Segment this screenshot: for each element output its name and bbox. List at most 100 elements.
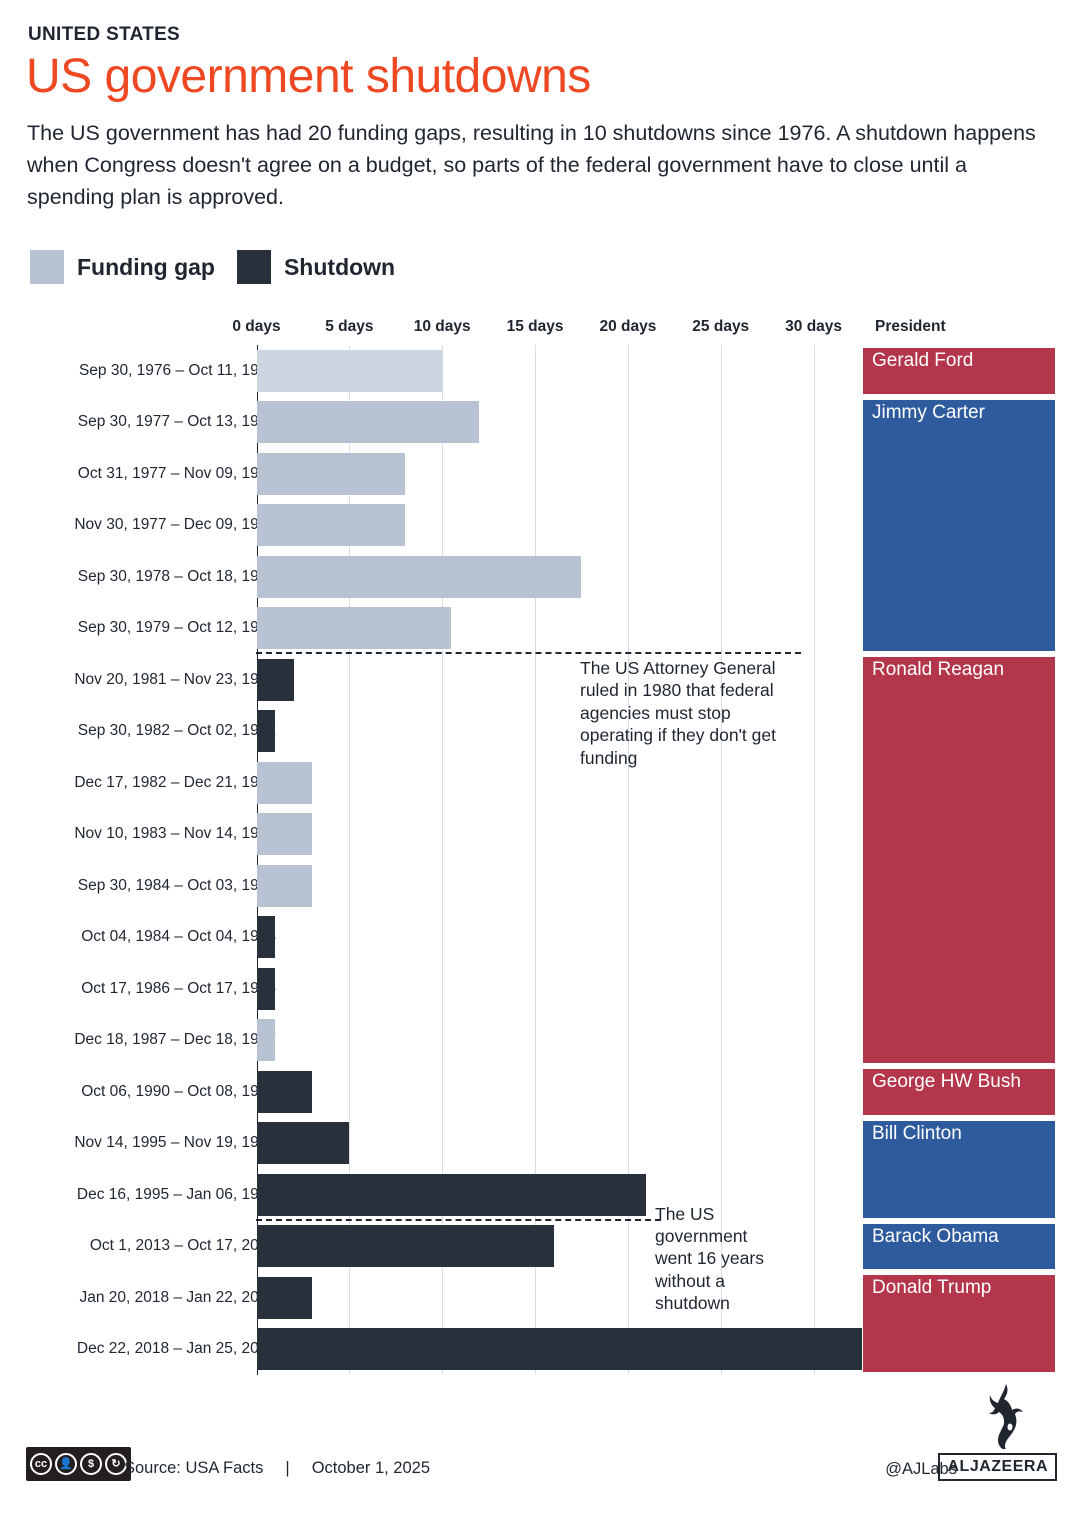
cc-mark-by: 👤 <box>55 1453 77 1475</box>
chart-row: Dec 16, 1995 – Jan 06, 1996 <box>0 1169 1081 1221</box>
bar-funding-gap <box>256 813 313 856</box>
bar-funding-gap <box>256 761 313 804</box>
cc-tag-nc: NC <box>85 1478 97 1488</box>
chart-row: Sep 30, 1982 – Oct 02, 1982 <box>0 706 1081 758</box>
president-block-gerald-ford: Gerald Ford <box>863 348 1055 394</box>
funding-gap-swatch <box>30 250 64 284</box>
chart-row: Nov 10, 1983 – Nov 14, 1983 <box>0 809 1081 861</box>
gridline-15-days <box>535 345 537 1375</box>
row-label: Sep 30, 1982 – Oct 02, 1982 <box>77 722 276 740</box>
legend-item-funding-gap: Funding gap <box>30 250 215 284</box>
shutdown-swatch <box>236 250 271 284</box>
cc-sub-labels: BY NC SA <box>26 1477 131 1489</box>
source-separator: | <box>285 1459 290 1477</box>
row-label: Sep 30, 1978 – Oct 18, 1978 <box>77 567 276 585</box>
cc-mark-sa: ↻ <box>105 1453 127 1475</box>
gridline-25-days <box>720 345 722 1375</box>
gridline-5-days <box>349 345 351 1375</box>
row-label: Dec 22, 2018 – Jan 25, 2019 <box>76 1340 276 1358</box>
bar-funding-gap <box>256 864 313 907</box>
legend-label-funding-gap: Funding gap <box>77 253 215 280</box>
legend-item-shutdown: Shutdown <box>236 250 395 284</box>
president-block-barack-obama: Barack Obama <box>863 1223 1055 1269</box>
row-label: Sep 30, 1977 – Oct 13, 1977 <box>77 413 276 431</box>
creative-commons-icon: cc 👤 $ ↻ <box>26 1447 131 1481</box>
row-label: Sep 30, 1976 – Oct 11, 1976 <box>78 361 276 379</box>
chart-row: Oct 17, 1986 – Oct 17, 1986 <box>0 963 1081 1015</box>
chart-row: Dec 22, 2018 – Jan 25, 2019 <box>0 1324 1081 1376</box>
row-label: Oct 1, 2013 – Oct 17, 2013 <box>89 1237 276 1255</box>
president-name: Gerald Ford <box>872 350 974 371</box>
bar-funding-gap <box>256 607 452 650</box>
kicker: UNITED STATES <box>28 24 181 45</box>
row-label: Oct 04, 1984 – Oct 04, 1984 <box>81 928 276 946</box>
row-label: Oct 17, 1986 – Oct 17, 1986 <box>81 979 276 997</box>
annotation-divider-1980 <box>256 652 801 654</box>
row-label: Sep 30, 1979 – Oct 12, 1979 <box>77 619 276 637</box>
president-block-ronald-reagan: Ronald Reagan <box>863 657 1055 1063</box>
president-column-header: President <box>875 318 946 335</box>
chart-row: Jan 20, 2018 – Jan 22, 2018 <box>0 1272 1081 1324</box>
bar-shutdown <box>256 1328 862 1371</box>
bar-shutdown <box>256 1276 313 1319</box>
publish-date: October 1, 2025 <box>311 1459 431 1477</box>
al-jazeera-logo-icon <box>989 1384 1023 1449</box>
gridline-10-days <box>442 345 444 1375</box>
bar-shutdown <box>256 1122 350 1165</box>
cc-tag-sa: SA <box>110 1478 122 1488</box>
chart-row: Nov 20, 1981 – Nov 23, 1981 <box>0 654 1081 706</box>
president-name: George HW Bush <box>872 1071 1021 1092</box>
cc-tag-by: BY <box>60 1478 72 1488</box>
bar-funding-gap <box>256 349 443 392</box>
chart-row: Sep 30, 1976 – Oct 11, 1976 <box>0 345 1081 397</box>
row-label: Nov 20, 1981 – Nov 23, 1981 <box>74 670 276 688</box>
row-label: Nov 14, 1995 – Nov 19, 1995 <box>74 1134 276 1152</box>
chart-row: Sep 30, 1979 – Oct 12, 1979 <box>0 603 1081 655</box>
president-block-jimmy-carter: Jimmy Carter <box>863 399 1055 651</box>
cc-mark-cc: cc <box>30 1453 52 1475</box>
chart-row: Dec 18, 1987 – Dec 18, 1987 <box>0 1015 1081 1067</box>
x-axis-tick-0: 0 days <box>232 318 281 335</box>
x-axis-tick-labels: 0 days 5 days 10 days 15 days 20 days 25 days… <box>0 318 1081 340</box>
x-axis-tick-20: 20 days <box>599 318 657 335</box>
page-title: US government shutdowns <box>26 50 591 103</box>
cc-mark-nc: $ <box>80 1453 102 1475</box>
standfirst: The US government has had 20 funding gap… <box>27 121 1036 209</box>
row-label: Dec 18, 1987 – Dec 18, 1987 <box>74 1031 276 1049</box>
x-axis-tick-10: 10 days <box>413 318 471 335</box>
row-label: Sep 30, 1984 – Oct 03, 1984 <box>77 876 276 894</box>
president-name: Barack Obama <box>872 1225 999 1247</box>
chart-legend: Funding gap Shutdown <box>30 250 395 284</box>
chart-row: Dec 17, 1982 – Dec 21, 1982 <box>0 757 1081 809</box>
gridline-0-days <box>256 345 258 1375</box>
chart-row: Oct 04, 1984 – Oct 04, 1984 <box>0 912 1081 964</box>
x-axis-tick-5: 5 days <box>325 318 374 335</box>
gridline-20-days <box>627 345 629 1375</box>
bar-shutdown <box>256 967 276 1010</box>
gridline-30-days <box>813 345 815 1375</box>
bar-shutdown <box>256 710 276 753</box>
chart-row: Oct 1, 2013 – Oct 17, 2013 <box>0 1221 1081 1273</box>
row-label: Oct 31, 1977 – Nov 09, 1977 <box>77 464 276 482</box>
bar-chart-plot: Sep 30, 1976 – Oct 11, 1976 Sep 30, 1977 … <box>0 345 1081 1375</box>
chart-row: Nov 30, 1977 – Dec 09, 1977 <box>0 500 1081 552</box>
row-label: Jan 20, 2018 – Jan 22, 2018 <box>79 1288 277 1306</box>
bar-funding-gap <box>256 1019 276 1062</box>
chart-row: Oct 06, 1990 – Oct 08, 1990 <box>0 1066 1081 1118</box>
chart-row: Nov 14, 1995 – Nov 19, 1995 <box>0 1118 1081 1170</box>
chart-row: Oct 31, 1977 – Nov 09, 1977 <box>0 448 1081 500</box>
bar-shutdown <box>256 1173 647 1216</box>
bar-shutdown <box>256 658 294 701</box>
chart-row: Sep 30, 1978 – Oct 18, 1978 <box>0 551 1081 603</box>
president-block-george-hw-bush: George HW Bush <box>863 1069 1055 1115</box>
bar-funding-gap <box>256 555 582 598</box>
bar-shutdown <box>256 1070 313 1113</box>
bar-funding-gap <box>256 452 406 495</box>
annotation-divider-16-years <box>256 1218 661 1221</box>
annotation-16-years: The US government went 16 years without … <box>655 1203 764 1314</box>
source-label: Source: USA Facts <box>124 1459 264 1477</box>
al-jazeera-wordmark: ALJAZEERA <box>938 1453 1057 1481</box>
chart-row: Sep 30, 1977 – Oct 13, 1977 <box>0 397 1081 449</box>
row-label: Nov 30, 1977 – Dec 09, 1977 <box>74 516 276 534</box>
